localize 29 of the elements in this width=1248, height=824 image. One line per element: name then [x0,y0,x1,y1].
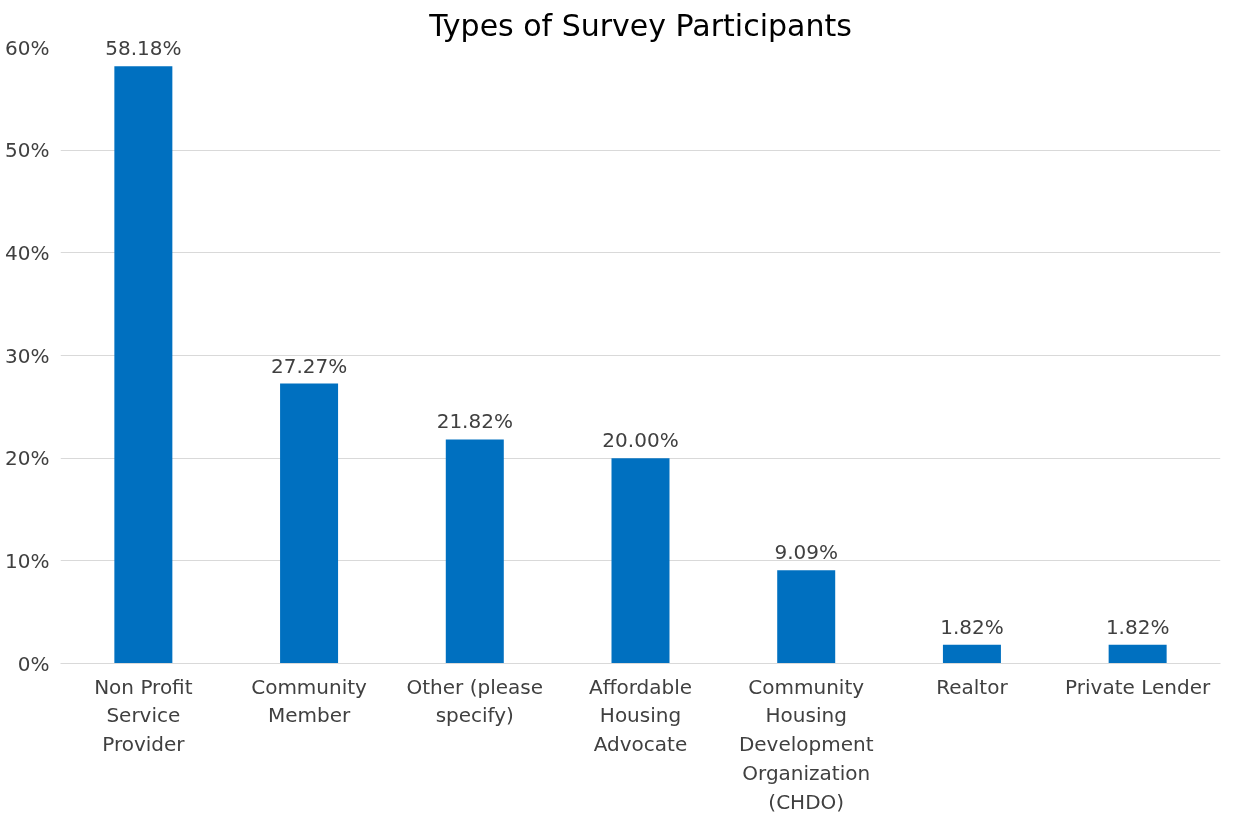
x-tick-label: Other (please specify) [406,674,544,728]
chart-title: Types of Survey Participants [428,7,852,43]
bar [280,383,339,664]
data-label: 9.09% [774,540,838,565]
data-label: 21.82% [436,409,513,434]
x-tick-label: Non Profit Service Provider [94,674,193,757]
data-label: 1.82% [1105,614,1170,639]
bar [114,66,173,664]
bar [611,458,670,664]
y-tick-label: 60% [5,35,50,60]
x-tick-label: Community Housing Development Organization (CHDO) [738,674,874,814]
y-tick-label: 20% [5,446,50,471]
bar [1108,644,1167,664]
bar [777,570,836,664]
x-tick-label: Private Lender [1065,674,1211,699]
data-label: 1.82% [940,614,1004,639]
y-tick-label: 50% [5,138,50,163]
y-tick-label: 10% [5,548,50,573]
y-tick-label: 0% [17,651,50,676]
bar [942,644,1001,664]
data-label: 58.18% [105,36,182,61]
x-tick-label: Community Member [251,674,368,728]
y-tick-label: 40% [5,240,50,265]
bar [445,439,504,664]
x-tick-label: Realtor [936,674,1009,699]
x-tick-label: Affordable Housing Advocate [588,674,693,757]
data-label: 20.00% [602,428,679,453]
y-tick-label: 30% [5,343,50,368]
data-label: 27.27% [270,353,348,378]
